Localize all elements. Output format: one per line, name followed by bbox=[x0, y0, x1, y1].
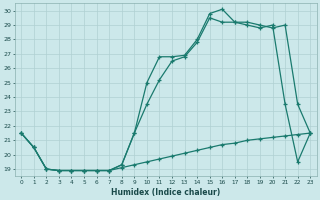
X-axis label: Humidex (Indice chaleur): Humidex (Indice chaleur) bbox=[111, 188, 220, 197]
